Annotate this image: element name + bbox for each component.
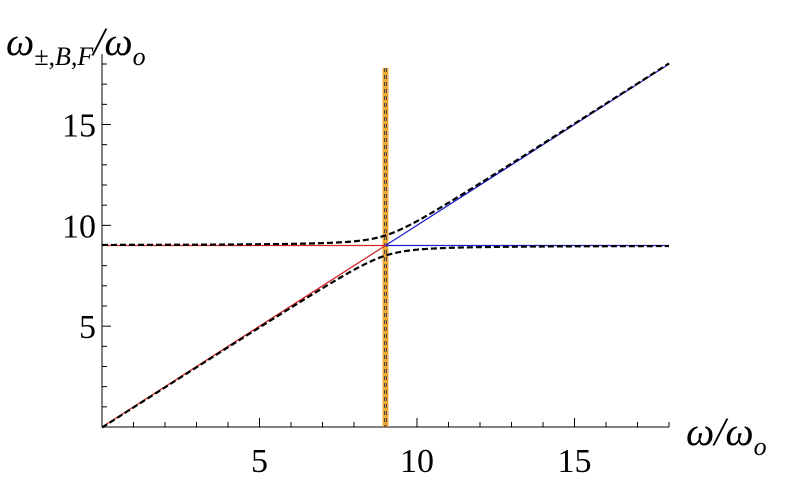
y-tick-label: 5 bbox=[79, 309, 96, 346]
axes: 5 10 15 5 10 15 bbox=[62, 54, 670, 480]
resonance-band bbox=[382, 68, 389, 427]
x-tick-label: 5 bbox=[251, 443, 268, 480]
series-line-black-dashed-upper bbox=[102, 62, 670, 247]
x-tick-label: 15 bbox=[558, 443, 592, 480]
plot-area bbox=[101, 62, 670, 429]
y-tick-label: 10 bbox=[62, 208, 96, 245]
y-axis-label: ω±,B,F/ωo bbox=[6, 19, 146, 71]
x-axis-label: ω/ωo bbox=[686, 409, 767, 461]
svg-text:ω/ωo: ω/ωo bbox=[686, 409, 767, 461]
x-tick-label: 10 bbox=[400, 443, 434, 480]
series-line-blue-solid bbox=[385, 63, 670, 247]
series-line-black-dashed-lower bbox=[101, 244, 669, 429]
svg-text:ω±,B,F/ωo: ω±,B,F/ωo bbox=[6, 19, 146, 71]
y-tick-label: 15 bbox=[62, 108, 96, 145]
